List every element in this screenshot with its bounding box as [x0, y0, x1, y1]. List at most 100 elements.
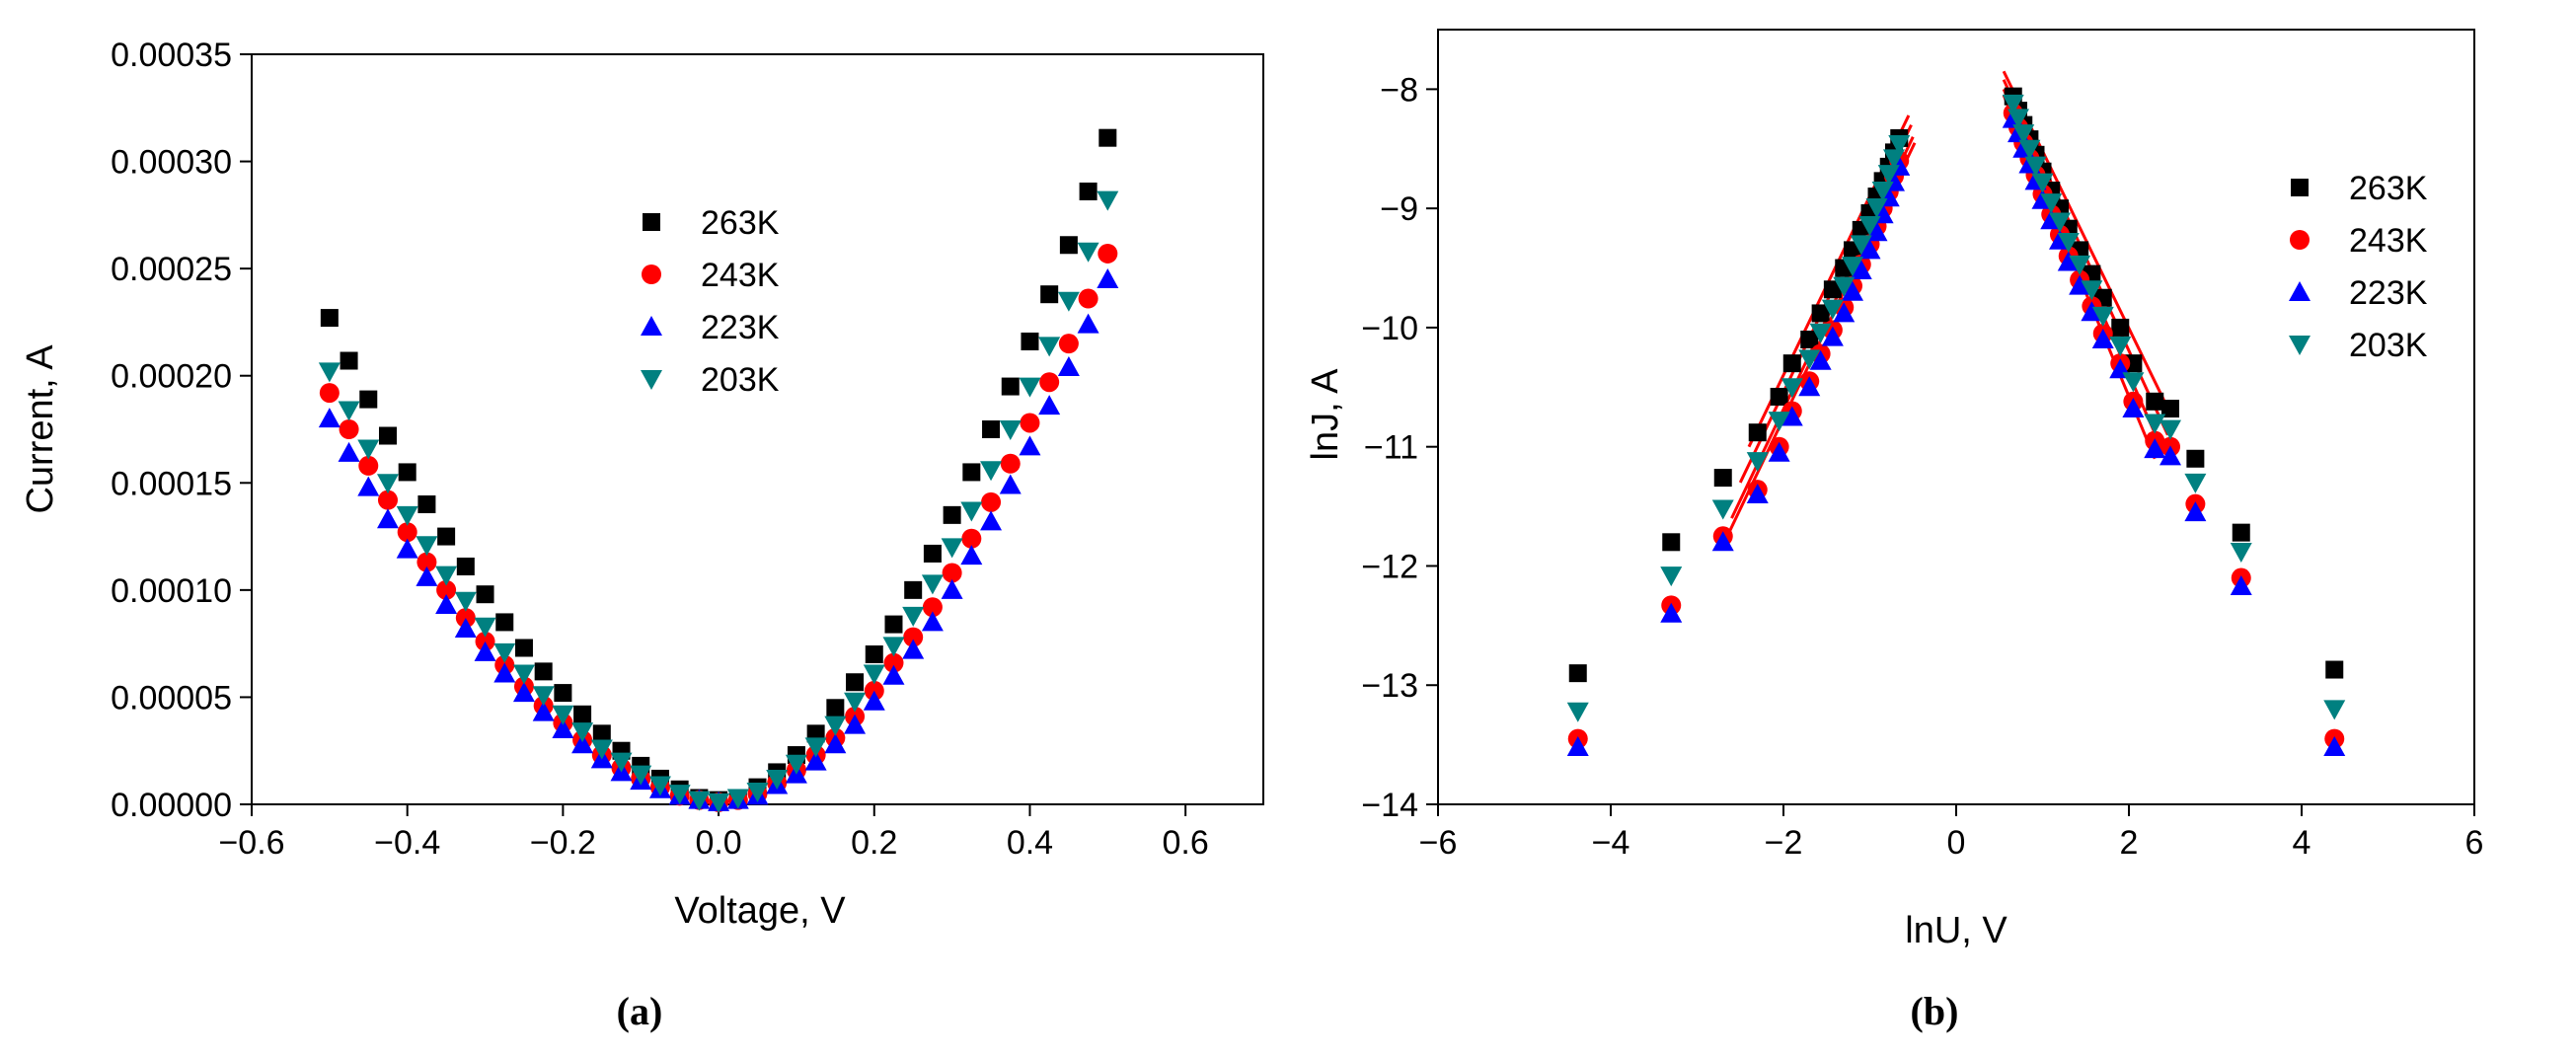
chart-a-point-203K — [1097, 190, 1119, 211]
chart-a-point-203K — [688, 791, 711, 811]
chart-b-point-203K — [2002, 94, 2024, 114]
chart-a-point-223K — [960, 545, 983, 566]
chart-a-point-203K — [493, 642, 516, 663]
chart-a-legend-label-263K: 263K — [701, 204, 780, 242]
chart-a-point-203K — [785, 754, 807, 775]
chart-a-point-203K — [882, 637, 905, 657]
chart-b-point-223K — [1780, 406, 1803, 426]
chart-a-point-203K — [590, 739, 613, 760]
chart-b-legend-marker-243K — [2290, 230, 2310, 250]
chart-b-legend-label-203K: 203K — [2349, 327, 2428, 364]
chart-b-plot-frame — [1437, 29, 2475, 805]
chart-a-point-203K — [512, 664, 535, 685]
chart-b-point-263K — [2325, 660, 2344, 679]
chart-b-point-263K — [1823, 280, 1842, 299]
chart-b-point-223K — [1850, 259, 1872, 279]
chart-a-point-243K — [339, 419, 359, 439]
chart-a-point-263K — [378, 426, 397, 445]
chart-b-point-223K — [1809, 349, 1832, 370]
chart-b-point-203K — [1809, 323, 1832, 343]
chart-a-point-243K — [417, 552, 437, 572]
chart-a-ytick-label: 0.00020 — [111, 358, 232, 396]
chart-a-point-263K — [320, 309, 339, 328]
chart-a-point-263K — [398, 463, 417, 482]
chart-b-point-203K — [1798, 349, 1821, 370]
chart-b-point-263K — [1800, 331, 1819, 348]
chart-a-point-223K — [474, 641, 496, 661]
chart-b-xtick-label: 6 — [2465, 824, 2484, 862]
chart-a-ytick-label: 0.00000 — [111, 787, 232, 824]
chart-a-point-243K — [1058, 334, 1079, 354]
chart-a-point-223K — [941, 578, 963, 599]
chart-b-point-263K — [2161, 400, 2179, 418]
chart-b-ytick-label: −11 — [1364, 429, 1418, 467]
chart-b-point-223K — [2081, 301, 2103, 322]
chart-a-point-203K — [668, 785, 691, 805]
chart-b-ytick-label: −13 — [1361, 667, 1418, 705]
chart-b-point-203K — [1833, 276, 1856, 297]
chart-b-ylabel: lnJ, A — [1305, 368, 1346, 461]
chart-b-point-263K — [1782, 354, 1801, 373]
chart-a-axes: −0.6 −0.4 −0.2 0.0 0.2 0.4 0.6 0.00000 0.00005 0.… — [111, 37, 1209, 862]
chart-b-point-223K — [1660, 602, 1683, 623]
chart-b-xlabel: lnU, V — [1905, 910, 2008, 951]
chart-a-xtick-label: −0.2 — [530, 824, 596, 862]
chart-a-ytick-label: 0.00035 — [111, 37, 232, 74]
chart-a-ytick-label: 0.00005 — [111, 679, 232, 717]
chart-a-point-223K — [1019, 435, 1041, 456]
chart-a-point-203K — [532, 686, 555, 707]
chart-b-point-203K — [2040, 193, 2063, 214]
chart-a-data — [318, 128, 1119, 813]
chart-b-point-203K — [2008, 109, 2029, 129]
chart-b-legend-marker-203K — [2289, 336, 2311, 355]
chart-a-point-243K — [397, 522, 417, 543]
chart-b-point-223K — [2323, 736, 2346, 757]
chart-a-panel-label: (a) — [617, 989, 663, 1033]
chart-b-point-203K — [1821, 299, 1844, 320]
chart-b-point-203K — [1850, 235, 1872, 256]
chart-a-ytick-label: 0.00015 — [111, 465, 232, 502]
chart-a-point-243K — [1020, 413, 1040, 433]
chart-b-point-203K — [1871, 182, 1894, 202]
chart-a-point-223K — [824, 733, 847, 754]
chart-a-point-203K — [454, 591, 477, 612]
chart-b-ytick-label: −8 — [1380, 71, 1418, 109]
chart-a-ylabel: Current, A — [20, 344, 61, 514]
chart-a-point-203K — [804, 737, 827, 758]
chart-b-point-223K — [2144, 438, 2166, 459]
chart-b-point-223K — [2069, 274, 2091, 295]
chart-b-point-203K — [1768, 412, 1790, 432]
chart-a-legend-label-223K: 223K — [701, 309, 780, 346]
chart-a-point-263K — [865, 645, 883, 663]
chart-a-point-223K — [571, 733, 594, 754]
chart-b-point-203K — [2031, 173, 2054, 193]
chart-b-point-223K — [2091, 329, 2114, 348]
chart-a-point-203K — [376, 474, 399, 494]
chart-a-point-203K — [357, 439, 380, 460]
chart-a-legend-label-203K: 203K — [701, 361, 780, 399]
chart-b-point-223K — [1798, 376, 1821, 397]
chart-b-point-203K — [2159, 419, 2181, 440]
chart-b-point-203K — [1711, 499, 1734, 520]
chart-a-point-263K — [495, 613, 514, 632]
chart-b-axes: −6 −4 −2 0 2 4 6 −14 −13 −12 −11 −10 −9 −8 — [1361, 71, 2483, 862]
chart-a-legend-marker-243K — [642, 264, 661, 284]
chart-b-ytick-label: −12 — [1361, 548, 1418, 585]
chart-a-point-223K — [338, 441, 360, 462]
chart-a-point-263K — [1021, 332, 1039, 350]
chart-b-point-223K — [1711, 531, 1734, 552]
chart-b-point-203K — [2081, 280, 2103, 301]
chart-a-plot-frame — [251, 53, 1264, 805]
chart-a-point-243K — [961, 528, 982, 549]
chart-a-point-263K — [1001, 377, 1020, 396]
chart-a-legend-marker-203K — [641, 370, 662, 390]
chart-a-xlabel: Voltage, V — [674, 890, 846, 932]
chart-a-point-243K — [319, 383, 340, 404]
chart-b-point-203K — [2230, 542, 2252, 563]
chart-b-ytick-label: −9 — [1380, 190, 1418, 228]
chart-a-point-263K — [456, 557, 475, 575]
chart-b-panel-label: (b) — [1911, 989, 1959, 1033]
chart-a-point-263K — [1099, 128, 1117, 147]
chart-a-point-223K — [493, 662, 516, 683]
chart-b-point-203K — [1842, 257, 1863, 277]
